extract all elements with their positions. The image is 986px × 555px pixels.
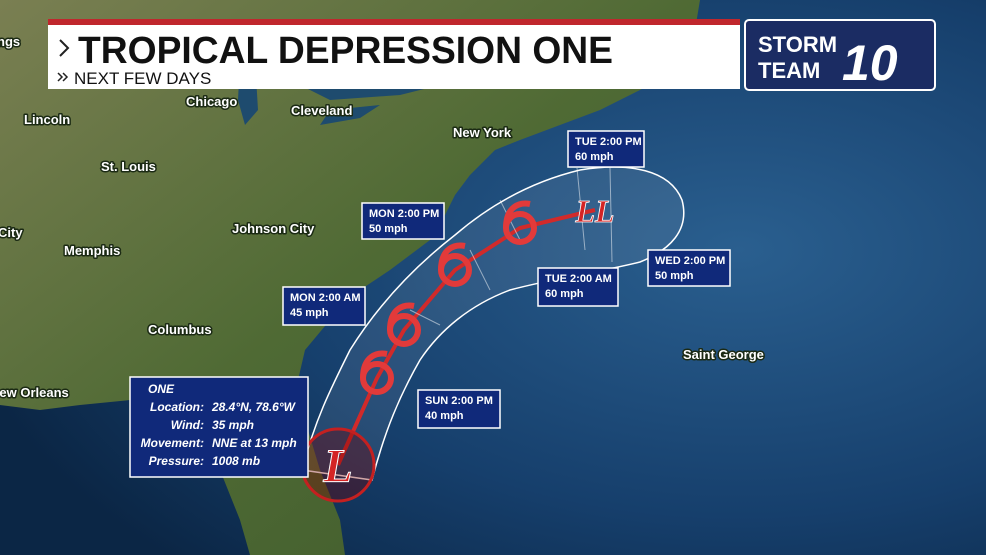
- info-label: Pressure:: [149, 454, 204, 468]
- forecast-wind: 60 mph: [545, 288, 584, 300]
- cone-guide: [409, 309, 441, 326]
- city-label: St. Louis: [101, 159, 156, 174]
- title: TROPICAL DEPRESSION ONE: [78, 30, 613, 72]
- forecast-time: SUN 2:00 PM: [425, 395, 493, 407]
- forecast-box: [567, 130, 645, 168]
- title-stripe: [48, 19, 740, 25]
- cone-guide: [469, 249, 491, 291]
- title-chevron: [59, 39, 70, 57]
- info-value: 1008 mb: [212, 454, 260, 468]
- forecast-time: MON 2:00 PM: [369, 208, 439, 220]
- overlay: ngs Chicago Cleveland Lincoln New York St. Lo…: [0, 33, 765, 503]
- forecast-time: TUE 2:00 AM: [545, 273, 612, 285]
- city-label: ngs: [0, 34, 20, 49]
- cone-guide: [576, 167, 586, 251]
- end-symbol: LL: [574, 193, 614, 229]
- storm-symbol-tail: [438, 242, 466, 271]
- forecast-box: [282, 286, 366, 326]
- logo-number: 10: [842, 35, 898, 91]
- storm-symbol-tail: [387, 302, 415, 331]
- forecast-time: WED 2:00 PM: [655, 255, 725, 267]
- city-label: Columbus: [148, 322, 212, 337]
- current-symbol: L: [322, 440, 352, 493]
- forecast-cone: [301, 166, 685, 481]
- info-name: ONE: [148, 382, 175, 396]
- city-label: Cleveland: [291, 103, 352, 118]
- info-label: Location:: [150, 400, 204, 414]
- title-bar: [48, 25, 740, 89]
- info-value: NNE at 13 mph: [212, 436, 297, 450]
- info-label: Movement:: [141, 436, 204, 450]
- subtitle: NEXT FEW DAYS: [74, 69, 211, 88]
- forecast-wind: 45 mph: [290, 307, 329, 319]
- forecast-time: TUE 2:00 PM: [575, 136, 642, 148]
- city-label: Chicago: [186, 94, 237, 109]
- forecast-box: [537, 267, 619, 307]
- forecast-box: [361, 202, 445, 240]
- forecast-box: [417, 389, 501, 429]
- city-label: Johnson City: [232, 221, 315, 236]
- info-value: 35 mph: [212, 418, 254, 432]
- forecast-time: MON 2:00 AM: [290, 292, 361, 304]
- city-label: Memphis: [64, 243, 120, 258]
- cone-guide: [609, 167, 613, 263]
- storm-symbol-tail: [503, 200, 531, 229]
- land: [0, 0, 700, 555]
- subtitle-chevrons: [57, 72, 69, 82]
- info-value: 28.4°N, 78.6°W: [211, 400, 297, 414]
- forecast-wind: 60 mph: [575, 151, 614, 163]
- forecast-box: [647, 249, 731, 287]
- info-box: [129, 376, 309, 478]
- logo-line2: TEAM: [758, 58, 820, 83]
- forecast-wind: 50 mph: [655, 270, 694, 282]
- logo: [744, 19, 936, 91]
- city-label: New Orleans: [0, 385, 69, 400]
- city-label: Lincoln: [24, 112, 70, 127]
- forecast-wind: 50 mph: [369, 223, 408, 235]
- city-label: New York: [453, 125, 512, 140]
- city-label: City: [0, 225, 23, 240]
- forecast-wind: 40 mph: [425, 410, 464, 422]
- city-label: Saint George: [683, 347, 764, 362]
- storm-symbol-tail: [360, 350, 388, 379]
- logo-line1: STORM: [758, 32, 837, 57]
- info-label: Wind:: [171, 418, 204, 432]
